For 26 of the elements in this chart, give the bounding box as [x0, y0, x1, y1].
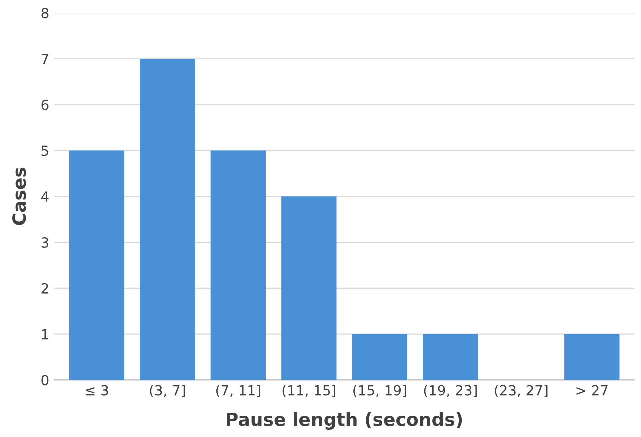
y-tick-label: 7	[42, 54, 48, 64]
bar	[352, 334, 408, 380]
x-tick-label: (11, 15]	[282, 385, 336, 398]
y-tick-label: 8	[42, 8, 49, 19]
bar	[140, 58, 196, 380]
y-tick-label: 2	[42, 283, 48, 294]
y-axis-title: Cases	[12, 168, 26, 226]
y-tick-label: 0	[42, 375, 49, 386]
x-axis-title: Pause length (seconds)	[227, 412, 462, 430]
bar	[423, 334, 478, 380]
y-tick-label: 5	[42, 146, 48, 156]
x-tick-label: ≤ 3	[86, 385, 108, 396]
y-tick-label: 6	[42, 100, 49, 110]
x-tick-label: (7, 11]	[216, 385, 260, 398]
y-tick-label: 4	[41, 192, 49, 202]
y-tick-label: 3	[42, 238, 49, 248]
bar	[282, 196, 337, 380]
x-tick-label: (19, 23]	[424, 385, 477, 398]
x-tick-label: (15, 19]	[354, 385, 406, 398]
x-tick-label: > 27	[576, 385, 608, 396]
y-tick-label: 1	[42, 329, 48, 340]
bar	[564, 334, 620, 380]
x-tick-label: (23, 27]	[495, 385, 548, 398]
x-tick-label: (3, 7]	[150, 385, 186, 398]
bar	[69, 150, 125, 380]
bar	[210, 150, 266, 380]
